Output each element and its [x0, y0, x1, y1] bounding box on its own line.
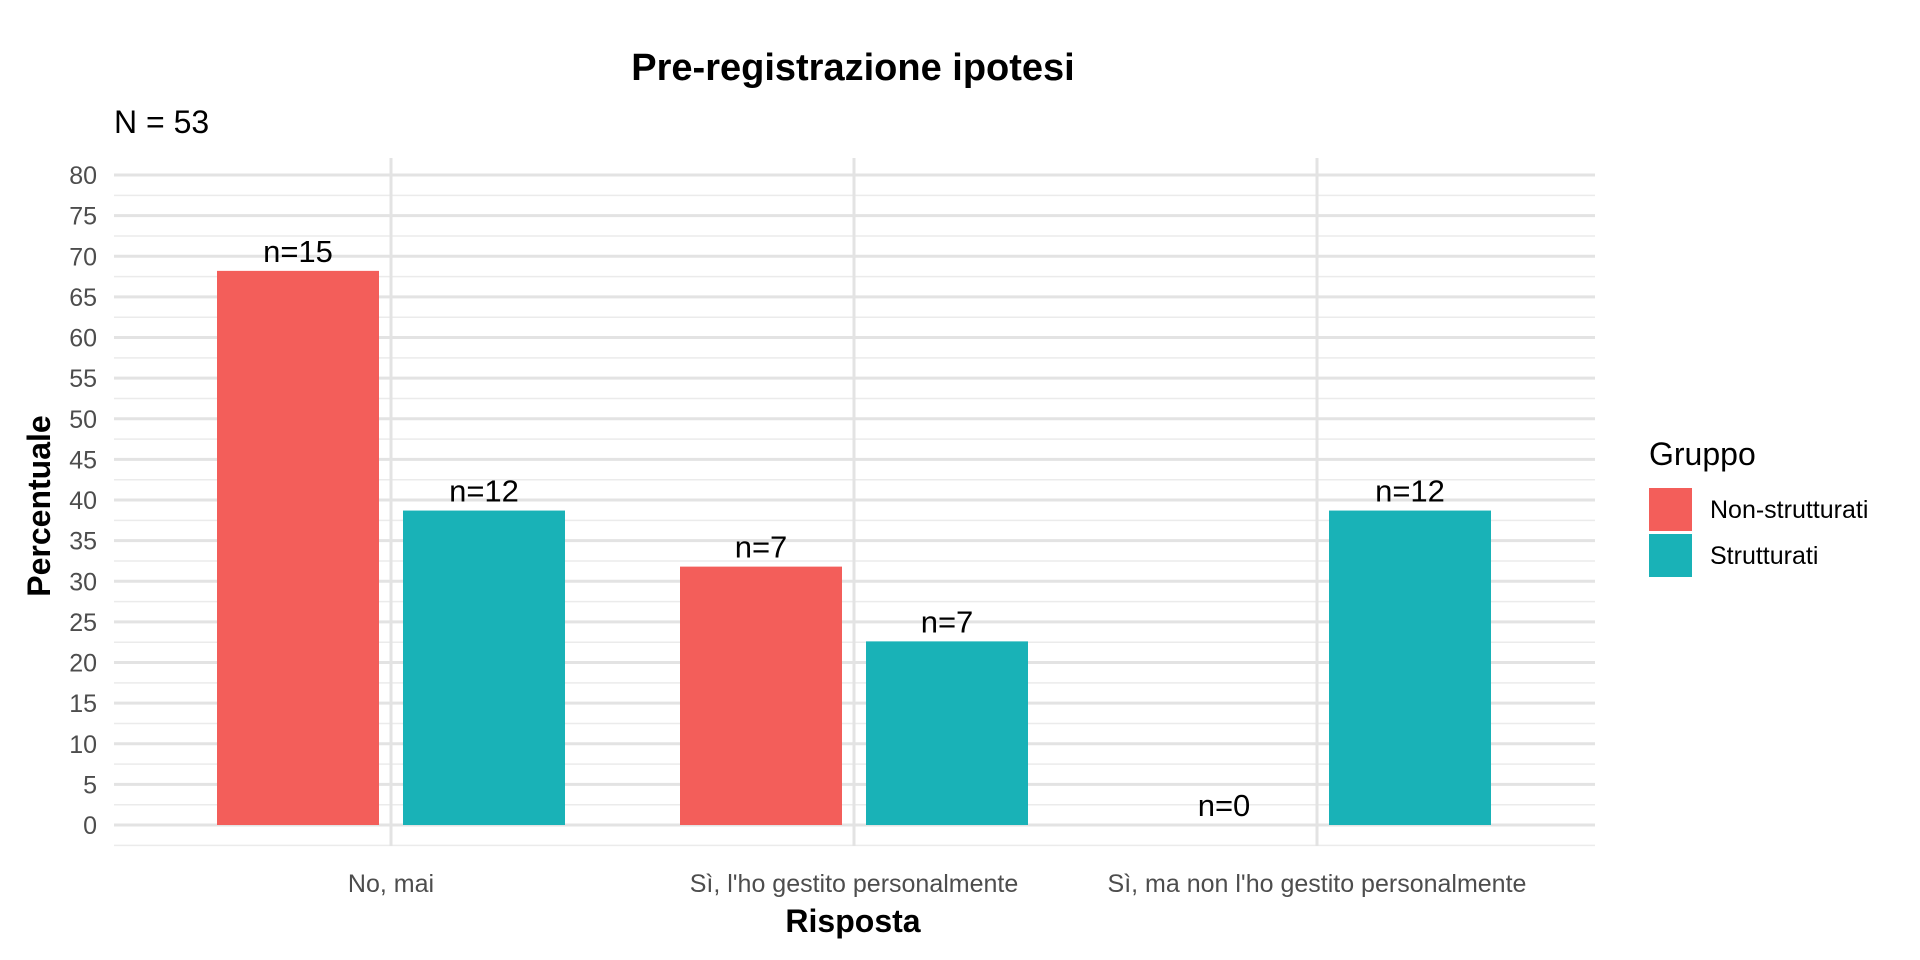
bar-value-label: n=0 — [1198, 788, 1251, 823]
y-tick-label: 80 — [69, 162, 97, 190]
chart-title: Pre-registrazione ipotesi — [631, 47, 1074, 89]
y-tick-label: 65 — [69, 284, 97, 312]
y-tick-label: 20 — [69, 650, 97, 678]
legend-key — [1649, 488, 1692, 531]
y-tick-label: 55 — [69, 365, 97, 393]
legend-title: Gruppo — [1649, 436, 1756, 472]
y-tick-label: 25 — [69, 609, 97, 637]
bar — [680, 566, 842, 825]
bar-value-label: n=15 — [263, 234, 333, 269]
y-tick-label: 15 — [69, 690, 97, 718]
y-tick-label: 75 — [69, 203, 97, 231]
bar — [866, 641, 1028, 825]
y-tick-label: 60 — [69, 325, 97, 353]
x-tick-label: Sì, ma non l'ho gestito personalmente — [1108, 870, 1527, 898]
legend-key — [1649, 534, 1692, 577]
y-tick-label: 5 — [83, 771, 97, 799]
legend-label: Strutturati — [1710, 542, 1818, 570]
chart-subtitle: N = 53 — [114, 104, 209, 140]
bars — [217, 270, 1491, 825]
bar-value-label: n=12 — [1375, 474, 1445, 509]
y-tick-label: 30 — [69, 568, 97, 596]
y-tick-label: 45 — [69, 446, 97, 474]
bar — [217, 270, 379, 825]
y-tick-label: 10 — [69, 731, 97, 759]
x-tick-label: Sì, l'ho gestito personalmente — [690, 870, 1019, 898]
bar — [403, 510, 565, 825]
bar-value-label: n=7 — [921, 604, 974, 639]
y-axis-title: Percentuale — [21, 415, 57, 596]
x-axis-ticks: No, mai Sì, l'ho gestito personalmente Sì,… — [348, 870, 1527, 898]
y-tick-label: 50 — [69, 406, 97, 434]
x-tick-label: No, mai — [348, 870, 434, 898]
y-tick-label: 35 — [69, 528, 97, 556]
legend: Gruppo Non-strutturati Strutturati — [1649, 436, 1868, 577]
bar — [1329, 510, 1491, 825]
y-tick-label: 0 — [83, 812, 97, 840]
y-tick-label: 70 — [69, 243, 97, 271]
bar-value-label: n=12 — [449, 474, 519, 509]
bar-value-label: n=7 — [735, 530, 788, 565]
y-tick-label: 40 — [69, 487, 97, 515]
bar-labels: n=15 n=7 n=0 n=12 n=7 n=12 — [263, 234, 1445, 823]
y-axis-ticks: 0 5 10 15 20 25 30 35 40 45 50 55 60 65 70 75 80 — [69, 162, 97, 840]
x-axis-title: Risposta — [785, 903, 920, 939]
legend-label: Non-strutturati — [1710, 496, 1868, 524]
